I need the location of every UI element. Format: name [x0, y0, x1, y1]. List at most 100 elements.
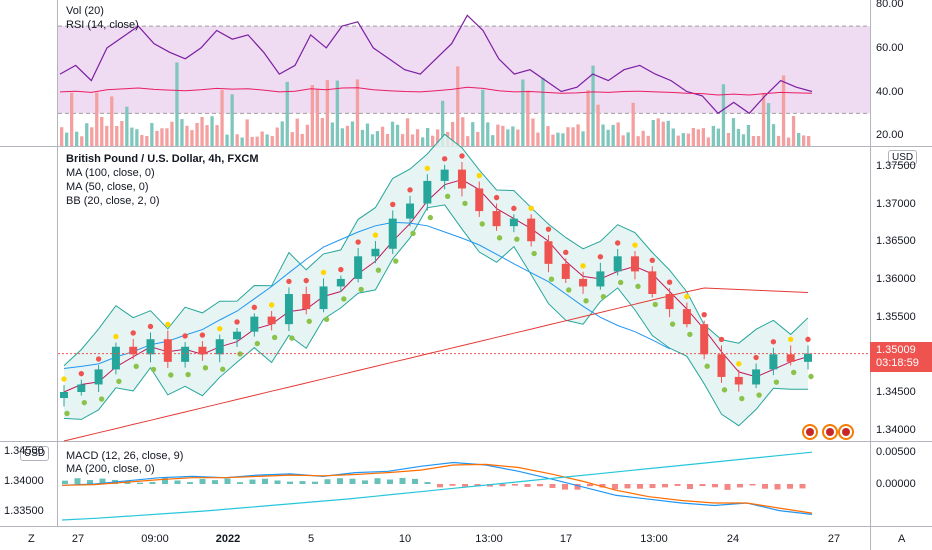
candle-body — [302, 294, 311, 310]
price-axis-tick: 1.34500 — [876, 386, 916, 398]
macd-indicator-label[interactable]: MACD (12, 26, close, 9) — [66, 450, 184, 462]
candle-body — [233, 331, 242, 340]
vol-indicator-label[interactable]: Vol (20) — [66, 5, 104, 17]
time-axis-tick: 13:00 — [640, 533, 668, 545]
volume-bar — [220, 90, 224, 146]
macd-histogram-bar — [424, 482, 431, 484]
volume-bar — [170, 121, 174, 146]
sar-dot — [548, 276, 555, 282]
volume-bar — [295, 118, 299, 146]
volume-bar — [506, 129, 510, 146]
sar-dot — [271, 334, 278, 341]
volume-bar — [210, 116, 214, 146]
volume-bar — [415, 129, 420, 146]
volume-bar — [110, 96, 114, 146]
macd-histogram-bar — [99, 478, 106, 484]
auto-scale-button[interactable]: A — [898, 533, 906, 545]
volume-bar — [335, 80, 339, 146]
candle-body — [700, 324, 709, 355]
macd-histogram-bar — [224, 478, 231, 484]
price-axis-tick: 1.37000 — [876, 197, 916, 210]
sar-dot — [95, 356, 102, 362]
sar-dot — [597, 254, 604, 260]
volume-bar — [235, 134, 239, 146]
volume-bar — [270, 136, 274, 146]
volume-bar — [410, 134, 415, 146]
sar-dot — [147, 323, 154, 330]
macd-histogram-bar — [674, 484, 681, 486]
candle-body — [648, 271, 657, 294]
candle-body — [630, 256, 639, 272]
volume-bar — [245, 119, 249, 146]
volume-bar — [541, 77, 545, 146]
volume-bar — [350, 121, 355, 146]
macd-histogram-bar — [174, 480, 181, 484]
bb-indicator-label[interactable]: BB (20, close, 2, 0) — [66, 195, 160, 207]
macd-left-axis-tick: 1.33500 — [4, 505, 44, 517]
macd-histogram-bar — [762, 484, 768, 489]
candle-body — [596, 271, 605, 287]
rsi-indicator-label[interactable]: RSI (14, close) — [66, 19, 139, 31]
volume-bar — [656, 118, 660, 146]
rsi-axis-tick: 60.00 — [876, 41, 904, 54]
ma50-indicator-label[interactable]: MA (50, close, 0) — [66, 181, 149, 193]
volume-bar — [300, 133, 304, 146]
volume-bar — [731, 118, 736, 146]
sar-dot — [753, 354, 759, 361]
volume-bar — [80, 136, 84, 146]
rsi-axis-tick: 20.00 — [876, 129, 904, 142]
macd-histogram-bar — [62, 480, 68, 484]
sar-dot — [355, 239, 361, 245]
price-axis-tick: 1.36000 — [876, 272, 916, 285]
time-axis-tick: 17 — [559, 533, 573, 545]
candle-body — [215, 339, 224, 355]
volume-bar — [345, 125, 350, 146]
sar-dot — [721, 387, 728, 393]
volume-bar — [591, 65, 595, 146]
currency-button[interactable]: USD — [888, 150, 918, 165]
macd-histogram-bar — [212, 480, 218, 484]
candle-body — [406, 203, 415, 219]
macd-histogram-bar — [162, 477, 168, 484]
macd-histogram-bar — [612, 484, 618, 490]
sar-dot — [251, 304, 258, 311]
macd-histogram-bar — [237, 482, 243, 484]
zoom-reset-button[interactable]: Z — [28, 533, 35, 545]
volume-bar — [496, 124, 500, 146]
macd-histogram-bar — [399, 477, 406, 484]
sar-dot — [496, 235, 503, 241]
volume-bar — [491, 135, 495, 146]
sar-dot — [563, 249, 569, 256]
volume-bar — [105, 125, 109, 146]
candle-body — [388, 218, 397, 249]
sar-dot — [687, 331, 693, 338]
volume-bar — [385, 134, 390, 146]
macd-currency-button[interactable]: USD — [20, 446, 50, 461]
candle-body — [423, 180, 432, 204]
macd-histogram-bar — [662, 484, 668, 488]
volume-bar — [160, 128, 164, 146]
macd-histogram-bar — [349, 478, 356, 484]
volume-bar — [405, 118, 410, 146]
volume-bar — [566, 127, 570, 146]
volume-bar — [611, 124, 615, 146]
sar-dot — [168, 372, 174, 378]
candle-body — [77, 384, 86, 392]
ma200-indicator-label[interactable]: MA (200, close, 0) — [66, 463, 155, 475]
ma100-indicator-label[interactable]: MA (100, close, 0) — [66, 167, 155, 179]
macd-histogram-bar — [249, 479, 256, 484]
volume-bar — [340, 128, 344, 146]
macd-histogram-bar — [387, 479, 393, 484]
time-axis-tick: 13:00 — [475, 533, 503, 545]
macd-histogram-bar — [774, 484, 781, 490]
volume-bar — [481, 89, 485, 146]
macd-histogram-bar — [724, 484, 731, 490]
macd-histogram-bar — [312, 481, 318, 484]
sar-dot — [580, 263, 586, 269]
candle-body — [319, 286, 328, 310]
symbol-title[interactable]: British Pound / U.S. Dollar, 4h, FXCM — [66, 153, 259, 165]
volume-bar — [426, 128, 430, 146]
candle-body — [129, 346, 138, 355]
